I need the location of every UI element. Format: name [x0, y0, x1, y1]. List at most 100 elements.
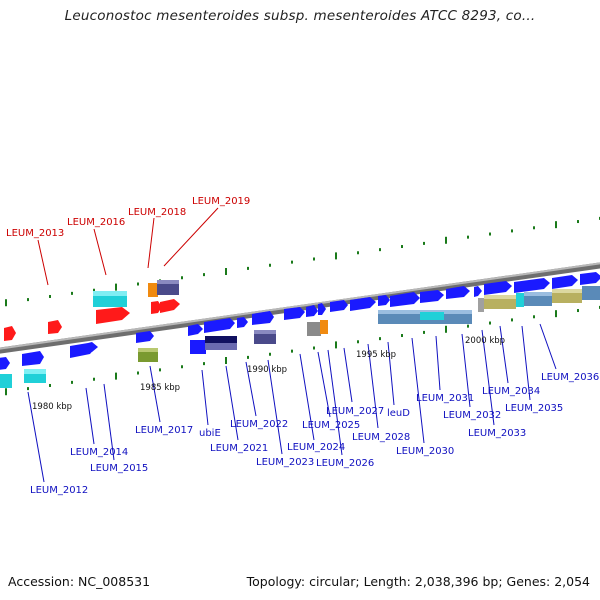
gene-label[interactable]: LEUM_2030	[396, 446, 454, 457]
gene-arrow[interactable]	[4, 326, 16, 341]
gene-arrow[interactable]	[136, 331, 154, 343]
domain-bar[interactable]	[307, 322, 321, 336]
leader-line	[85, 387, 95, 445]
gene-features	[0, 272, 600, 388]
gene-arrow[interactable]	[318, 303, 326, 315]
leader-line	[225, 365, 239, 441]
gene-label[interactable]: LEUM_2019	[192, 196, 250, 207]
gene-label[interactable]: LEUM_2021	[210, 443, 268, 454]
gene-arrow[interactable]	[0, 357, 10, 370]
gene-arrow[interactable]	[514, 278, 550, 293]
gene-label[interactable]: LEUM_2031	[416, 393, 474, 404]
gene-arrow[interactable]	[96, 307, 130, 324]
domain-bar[interactable]	[478, 298, 484, 312]
gene-arrow[interactable]	[378, 295, 390, 306]
domain-bar[interactable]	[157, 280, 179, 284]
gene-arrow[interactable]	[237, 317, 248, 328]
accession-text: Accession: NC_008531	[8, 574, 151, 589]
gene-arrow[interactable]	[160, 299, 180, 313]
gene-label[interactable]: LEUM_2023	[256, 457, 314, 468]
gene-label[interactable]: LEUM_2018	[128, 207, 186, 218]
leader-line	[245, 361, 257, 417]
gene-arrow[interactable]	[330, 300, 348, 312]
gene-arrow[interactable]	[306, 305, 318, 317]
leader-line	[343, 347, 353, 403]
gene-label[interactable]: LEUM_2026	[316, 458, 374, 469]
domain-bar[interactable]	[484, 295, 516, 299]
domain-bar[interactable]	[138, 348, 158, 352]
gene-label[interactable]: LEUM_2033	[468, 428, 526, 439]
gene-labels-blue: LEUM_2012 LEUM_2014 LEUM_2015 LEUM_2017 …	[30, 372, 599, 496]
gene-label[interactable]: LEUM_2013	[6, 228, 64, 239]
domain-bar[interactable]	[524, 292, 552, 296]
leader-line	[317, 351, 331, 418]
scale-labels: 1980 kbp 1985 kbp 1990 kbp 1995 kbp 2000…	[32, 336, 505, 412]
scale-label: 1995 kbp	[356, 350, 396, 360]
domain-bar[interactable]	[552, 289, 582, 293]
scale-label: 1985 kbp	[140, 383, 180, 393]
domain-bar[interactable]	[320, 320, 328, 334]
gene-arrow[interactable]	[204, 318, 235, 333]
gene-arrow[interactable]	[188, 324, 203, 336]
domain-bar[interactable]	[420, 312, 444, 320]
domain-bar[interactable]	[205, 343, 237, 350]
gene-arrow[interactable]	[151, 301, 162, 314]
gene-label[interactable]: LEUM_2024	[287, 442, 345, 453]
leader-line	[37, 239, 49, 286]
gene-arrow[interactable]	[48, 320, 62, 334]
gene-label[interactable]: LEUM_2014	[70, 447, 128, 458]
gene-label[interactable]: LEUM_2027	[326, 406, 384, 417]
leader-line	[27, 391, 45, 483]
gene-arrow[interactable]	[252, 311, 274, 325]
leader-line	[299, 353, 315, 441]
leader-line	[435, 335, 441, 391]
gene-arrow[interactable]	[390, 292, 420, 307]
leader-line	[201, 369, 209, 426]
gene-arrow[interactable]	[446, 286, 470, 299]
gene-label[interactable]: LEUM_2015	[90, 463, 148, 474]
gene-label[interactable]: LEUM_2022	[230, 419, 288, 430]
gene-arrow[interactable]	[284, 307, 305, 320]
gene-label[interactable]: LEUM_2025	[302, 420, 360, 431]
leader-line	[163, 207, 219, 267]
scale-label: 1980 kbp	[32, 402, 72, 412]
gene-label[interactable]: ubiE	[199, 428, 221, 439]
domain-bar[interactable]	[190, 340, 206, 354]
gene-labels-red: LEUM_2013 LEUM_2016 LEUM_2018 LEUM_2019	[6, 196, 250, 239]
domain-bar[interactable]	[148, 283, 158, 297]
scale-label: 2000 kbp	[465, 336, 505, 346]
gene-arrow[interactable]	[580, 272, 600, 285]
gene-arrow[interactable]	[474, 286, 482, 297]
gene-arrow[interactable]	[88, 342, 98, 353]
gene-arrow[interactable]	[484, 281, 512, 295]
gene-label[interactable]: LEUM_2012	[30, 485, 88, 496]
gene-arrow[interactable]	[420, 290, 444, 303]
gene-label[interactable]: LEUM_2017	[135, 425, 193, 436]
domain-bar[interactable]	[254, 330, 276, 334]
domain-bar[interactable]	[93, 291, 127, 296]
leader-line	[461, 333, 471, 408]
domain-bar[interactable]	[516, 293, 524, 307]
label-leader-lines	[27, 207, 557, 483]
gene-label[interactable]: leuD	[387, 408, 410, 419]
gene-label[interactable]: LEUM_2035	[505, 403, 563, 414]
leader-line	[481, 329, 495, 426]
leader-line	[147, 217, 155, 269]
domain-bar[interactable]	[582, 286, 600, 300]
domain-bar[interactable]	[0, 374, 12, 388]
gene-label[interactable]: LEUM_2034	[482, 386, 540, 397]
gene-arrow[interactable]	[552, 275, 578, 289]
leader-line	[387, 341, 395, 406]
leader-line	[267, 359, 283, 455]
gene-arrow[interactable]	[22, 351, 44, 366]
tick-marks	[5, 216, 600, 396]
domain-bar[interactable]	[24, 369, 46, 374]
gene-label[interactable]: LEUM_2016	[67, 217, 125, 228]
domain-bar[interactable]	[205, 336, 237, 343]
gene-label[interactable]: LEUM_2032	[443, 410, 501, 421]
leader-line	[539, 323, 557, 370]
gene-arrow[interactable]	[350, 297, 376, 311]
gene-label[interactable]: LEUM_2028	[352, 432, 410, 443]
gene-label[interactable]: LEUM_2036	[541, 372, 599, 383]
